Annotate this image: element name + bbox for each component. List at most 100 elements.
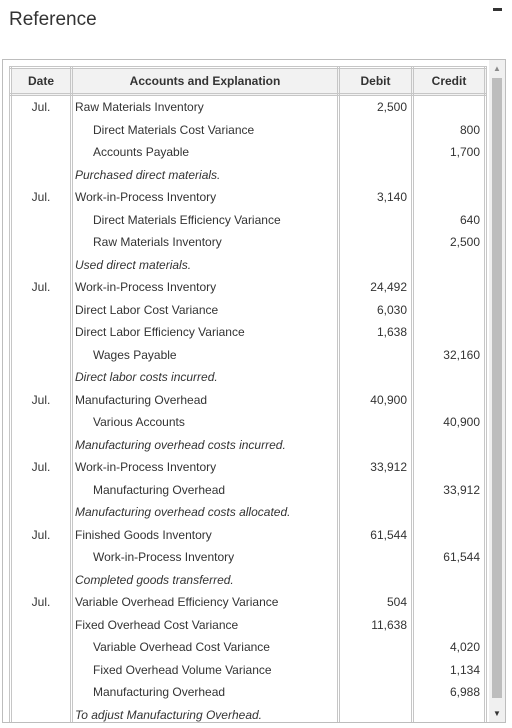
row-credit [411,703,487,722]
row-debit [337,141,414,164]
row-date [9,411,73,434]
row-debit [337,253,414,276]
row-date [9,321,73,344]
table-row: Fixed Overhead Cost Variance 11,638 [9,613,487,636]
row-date [9,118,73,141]
row-date [9,613,73,636]
row-date [9,478,73,501]
table-row: Jul. Work-in-Process Inventory 3,140 [9,186,487,209]
table-row: Direct labor costs incurred. [9,366,487,389]
header-account: Accounts and Explanation [70,66,340,96]
row-account: Finished Goods Inventory [70,523,340,546]
row-account: Manufacturing Overhead [70,681,340,704]
table-row: Raw Materials Inventory 2,500 [9,231,487,254]
row-date [9,231,73,254]
row-account: Manufacturing Overhead [70,388,340,411]
row-date [9,208,73,231]
row-debit [337,681,414,704]
table-row: Jul. Work-in-Process Inventory 33,912 [9,456,487,479]
row-debit [337,118,414,141]
table-row: Completed goods transferred. [9,568,487,591]
table-row: Jul. Finished Goods Inventory 61,544 [9,523,487,546]
table-row: Manufacturing Overhead 6,988 [9,681,487,704]
row-debit [337,478,414,501]
row-date [9,433,73,456]
row-credit: 2,500 [411,231,487,254]
row-debit [337,208,414,231]
row-debit: 24,492 [337,276,414,299]
row-account: Raw Materials Inventory [70,231,340,254]
row-account: Variable Overhead Cost Variance [70,636,340,659]
row-date [9,681,73,704]
row-credit: 800 [411,118,487,141]
scroll-up-arrow-icon[interactable]: ▲ [493,64,501,73]
row-credit: 32,160 [411,343,487,366]
table-row: Jul. Variable Overhead Efficiency Varianc… [9,591,487,614]
scroll-down-arrow-icon[interactable]: ▼ [493,709,501,718]
row-date: Jul. [9,94,73,119]
row-date [9,501,73,524]
row-debit: 504 [337,591,414,614]
table-row: Fixed Overhead Volume Variance 1,134 [9,658,487,681]
row-date [9,636,73,659]
row-date [9,343,73,366]
table-row: Jul. Manufacturing Overhead 40,900 [9,388,487,411]
table-row: Manufacturing overhead costs incurred. [9,433,487,456]
row-credit [411,94,487,119]
row-credit: 40,900 [411,411,487,434]
table-row: Used direct materials. [9,253,487,276]
row-credit [411,433,487,456]
row-date [9,298,73,321]
row-account: Accounts Payable [70,141,340,164]
scrollbar-thumb[interactable] [492,78,502,698]
header-date: Date [9,66,73,96]
row-account: Completed goods transferred. [70,568,340,591]
row-date [9,163,73,186]
row-debit [337,343,414,366]
row-account: Direct labor costs incurred. [70,366,340,389]
row-credit [411,568,487,591]
row-debit [337,636,414,659]
table-row: Variable Overhead Cost Variance 4,020 [9,636,487,659]
row-credit [411,186,487,209]
row-date: Jul. [9,276,73,299]
row-date [9,568,73,591]
row-credit [411,501,487,524]
row-debit: 40,900 [337,388,414,411]
journal-table: Date Accounts and Explanation Debit Cred… [9,66,487,722]
row-debit [337,546,414,569]
row-account: Work-in-Process Inventory [70,186,340,209]
table-row: Manufacturing overhead costs allocated. [9,501,487,524]
window-title: Reference [9,9,97,30]
row-account: Various Accounts [70,411,340,434]
row-credit [411,163,487,186]
minimize-icon[interactable] [493,8,502,11]
vertical-scrollbar[interactable]: ▲ ▼ [489,60,505,722]
row-credit [411,456,487,479]
table-row: Wages Payable 32,160 [9,343,487,366]
row-debit: 3,140 [337,186,414,209]
row-credit [411,366,487,389]
table-row: Direct Materials Efficiency Variance 640 [9,208,487,231]
row-credit: 61,544 [411,546,487,569]
row-account: Fixed Overhead Volume Variance [70,658,340,681]
row-account: Used direct materials. [70,253,340,276]
row-date [9,546,73,569]
table-row: Jul. Work-in-Process Inventory 24,492 [9,276,487,299]
row-credit [411,591,487,614]
row-account: Raw Materials Inventory [70,94,340,119]
row-account: Work-in-Process Inventory [70,456,340,479]
row-account: Manufacturing overhead costs allocated. [70,501,340,524]
row-credit [411,321,487,344]
header-debit: Debit [337,66,414,96]
row-account: Wages Payable [70,343,340,366]
row-credit: 4,020 [411,636,487,659]
row-credit [411,523,487,546]
row-credit: 33,912 [411,478,487,501]
row-debit: 61,544 [337,523,414,546]
row-date [9,658,73,681]
row-credit: 6,988 [411,681,487,704]
row-debit: 6,030 [337,298,414,321]
row-credit [411,388,487,411]
reference-panel[interactable]: Date Accounts and Explanation Debit Cred… [2,59,506,723]
